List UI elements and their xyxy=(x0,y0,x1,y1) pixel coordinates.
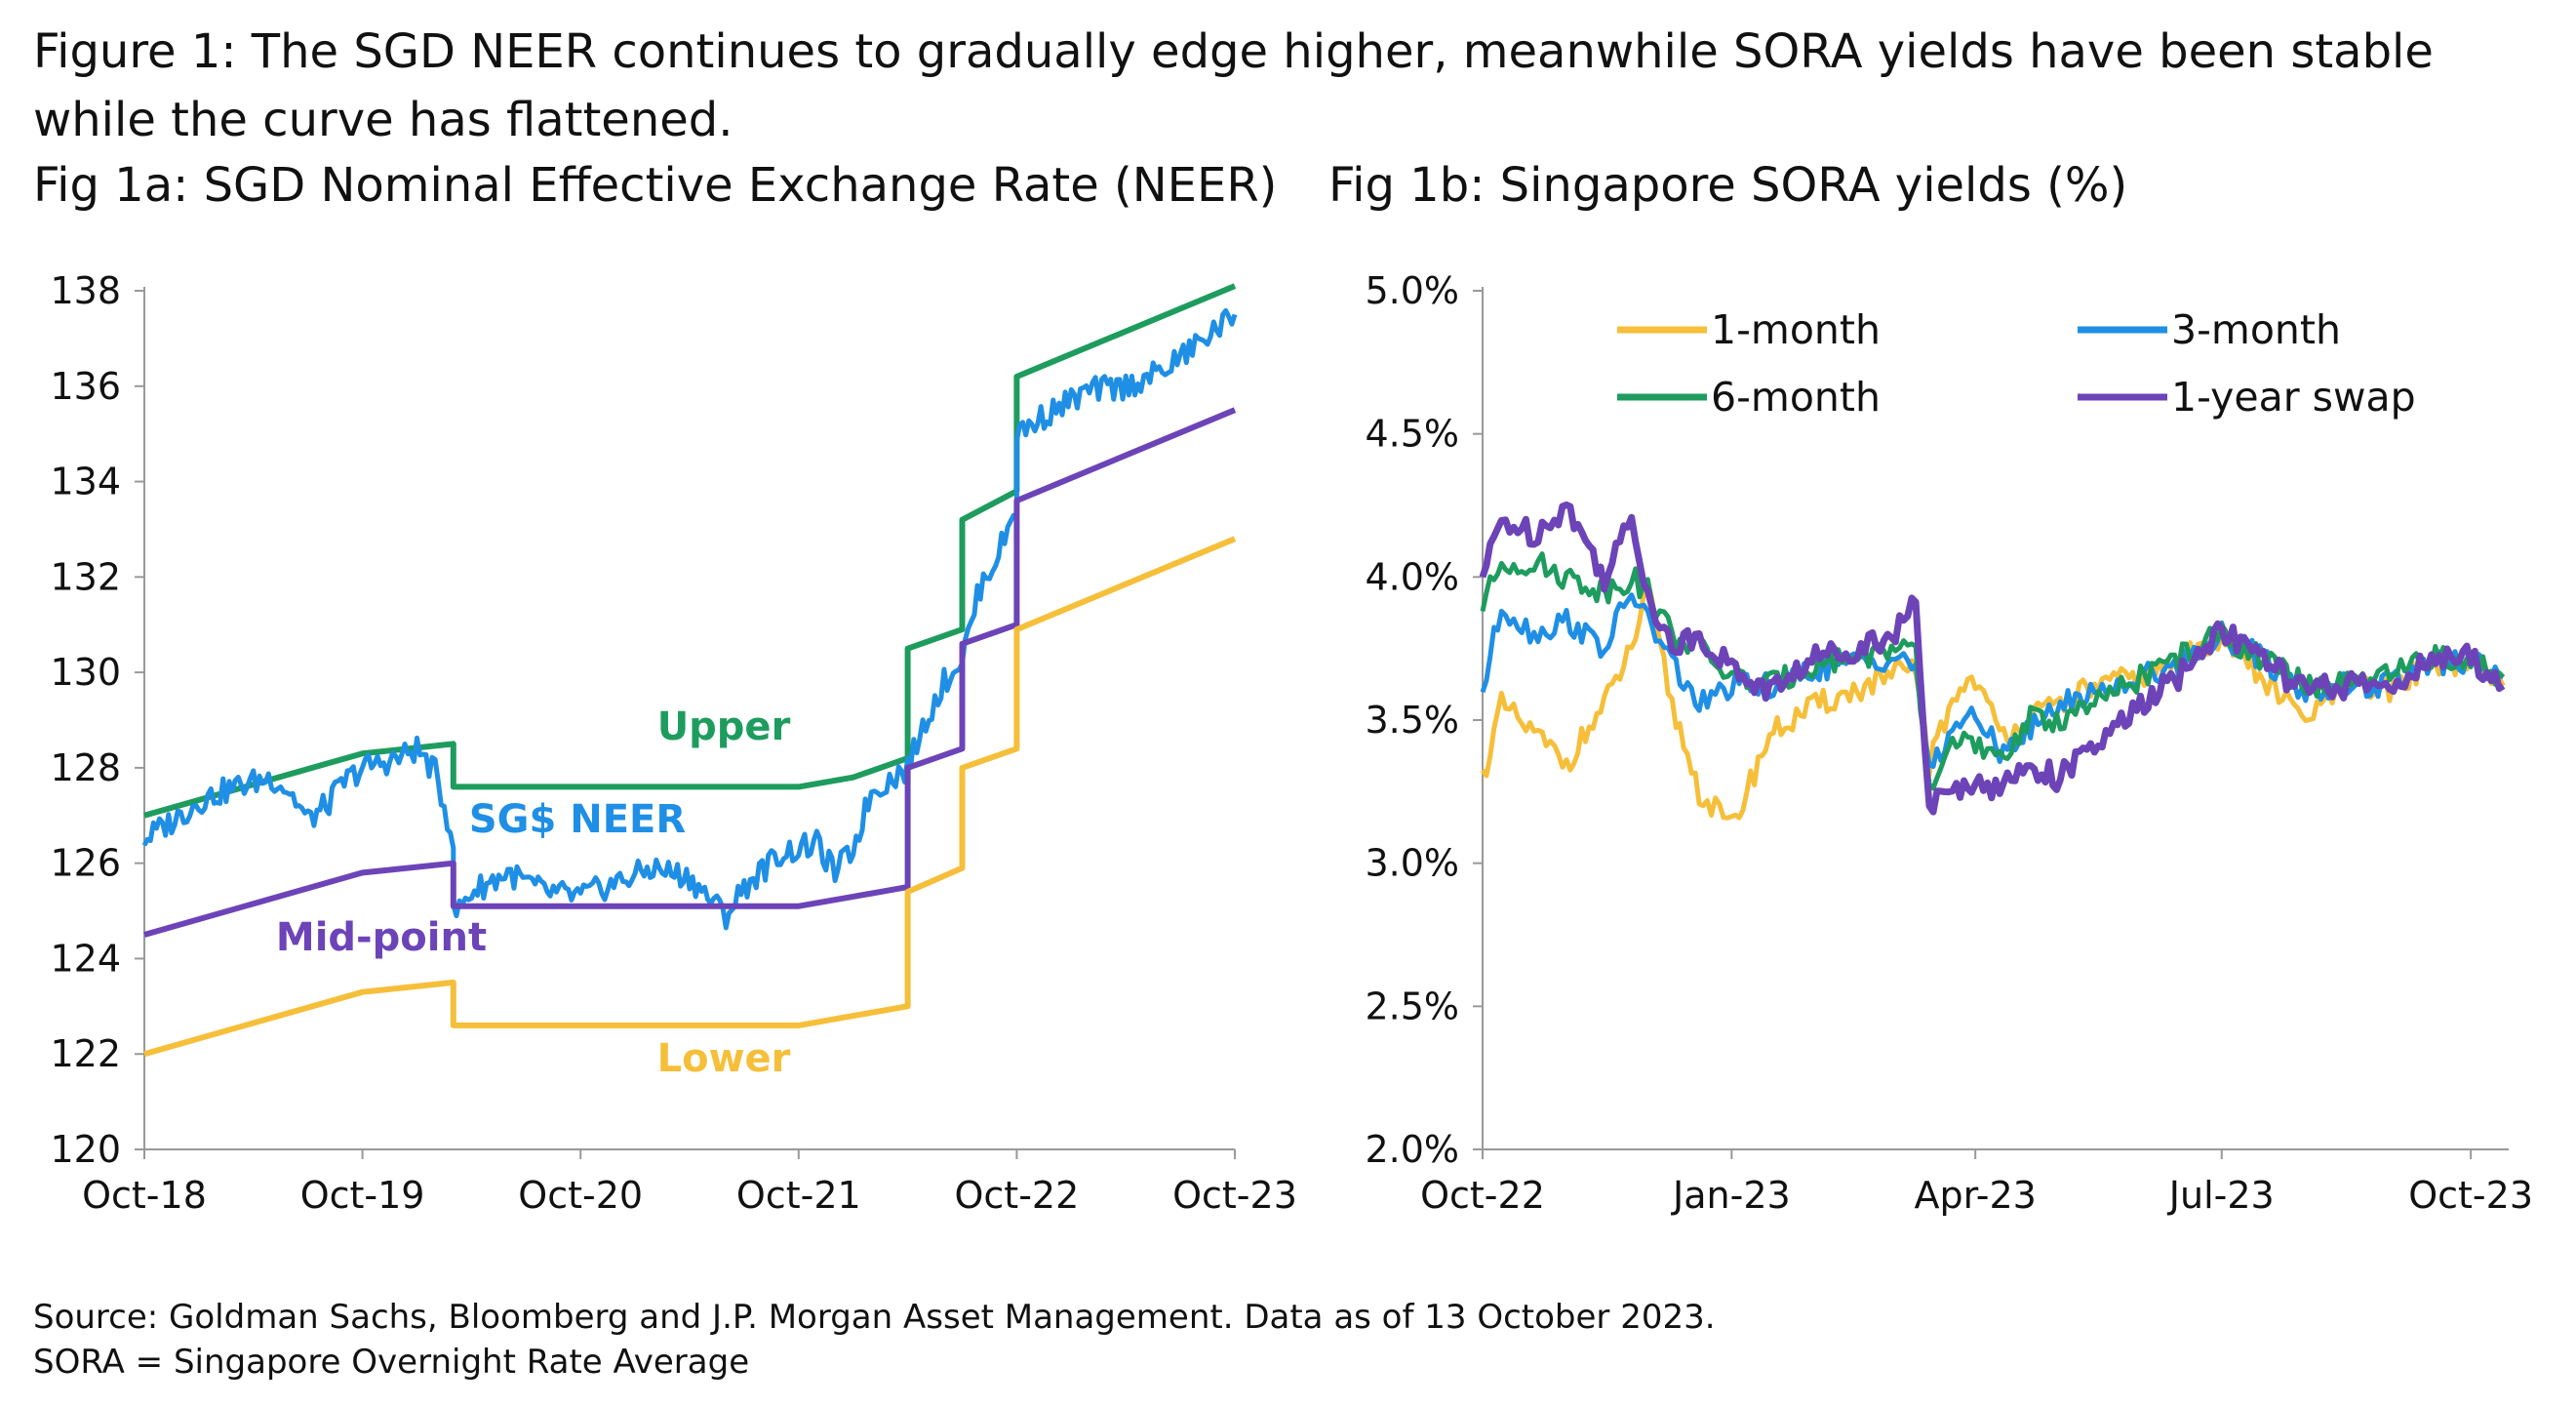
sora-legend-label: 1-month xyxy=(1711,306,1881,353)
neer-chart: 120 122 124 126 128 130 132 134 136 138 Oct-18 Oct-… xyxy=(50,269,1296,1217)
sora-legend-label: 6-month xyxy=(1711,374,1881,421)
sora-x-tick-label: Jul-23 xyxy=(2167,1174,2275,1217)
sora-x-tick-label: Apr-23 xyxy=(1914,1174,2036,1217)
neer-x-tick-label: Oct-19 xyxy=(300,1174,425,1217)
neer-y-tick-label: 124 xyxy=(50,937,121,980)
neer-y-tick-label: 122 xyxy=(50,1032,121,1075)
neer-annotation-upper: Upper xyxy=(657,704,791,749)
neer-annotation-mid-point: Mid-point xyxy=(276,915,487,960)
figure-title: Figure 1: The SGD NEER continues to grad… xyxy=(33,24,2434,147)
sora-y-tick-label: 3.5% xyxy=(1365,699,1459,742)
neer-y-tick-label: 132 xyxy=(50,555,121,598)
neer-x-tick-label: Oct-18 xyxy=(82,1174,207,1217)
chart-a-title: Fig 1a: SGD Nominal Effective Exchange R… xyxy=(33,158,1278,213)
sora-y-tick-label: 2.0% xyxy=(1365,1128,1459,1171)
sora-x-tick-label: Oct-23 xyxy=(2408,1174,2533,1217)
sora-legend-label: 1-year swap xyxy=(2171,374,2416,421)
neer-x-tick-label: Oct-22 xyxy=(955,1174,1080,1217)
sora-y-tick-label: 4.5% xyxy=(1365,413,1459,456)
sora-series-1-year-swap-line xyxy=(1479,501,2506,816)
neer-y-tick-label: 126 xyxy=(50,842,121,885)
neer-x-tick-label: Oct-20 xyxy=(518,1174,643,1217)
neer-y-tick-label: 136 xyxy=(50,365,121,408)
neer-x-tick-label: Oct-23 xyxy=(1172,1174,1297,1217)
neer-annotation-lower: Lower xyxy=(657,1036,791,1081)
neer-y-tick-label: 130 xyxy=(50,651,121,694)
sora-y-tick-label: 4.0% xyxy=(1365,555,1459,598)
neer-y-tick-label: 128 xyxy=(50,746,121,789)
sora-x-tick-label: Jan-23 xyxy=(1671,1174,1791,1217)
sora-chart: 2.0% 2.5% 3.0% 3.5% 4.0% 4.5% 5.0% Oct-22 Jan-23… xyxy=(1365,269,2533,1217)
sora-y-tick-label: 5.0% xyxy=(1365,269,1459,312)
neer-y-tick-label: 134 xyxy=(50,461,121,503)
sora-y-tick-label: 3.0% xyxy=(1365,842,1459,885)
neer-y-tick-label: 138 xyxy=(50,269,121,312)
sora-y-tick-label: 2.5% xyxy=(1365,985,1459,1027)
neer-annotation-sg-neer: SG$ NEER xyxy=(469,797,686,842)
neer-series-mid-pointline xyxy=(143,407,1237,938)
neer-y-tick-label: 120 xyxy=(50,1128,121,1171)
abbreviation-note: SORA = Singapore Overnight Rate Average xyxy=(33,1343,750,1382)
neer-series-lowerline xyxy=(143,536,1237,1058)
sora-x-tick-label: Oct-22 xyxy=(1420,1174,1545,1217)
source-note: Source: Goldman Sachs, Bloomberg and J.P… xyxy=(33,1298,1716,1337)
neer-x-tick-label: Oct-21 xyxy=(736,1174,861,1217)
chart-b-title: Fig 1b: Singapore SORA yields (%) xyxy=(1328,158,2128,213)
neer-series-sg-neerline xyxy=(141,307,1238,931)
sora-legend-label: 3-month xyxy=(2171,306,2341,353)
